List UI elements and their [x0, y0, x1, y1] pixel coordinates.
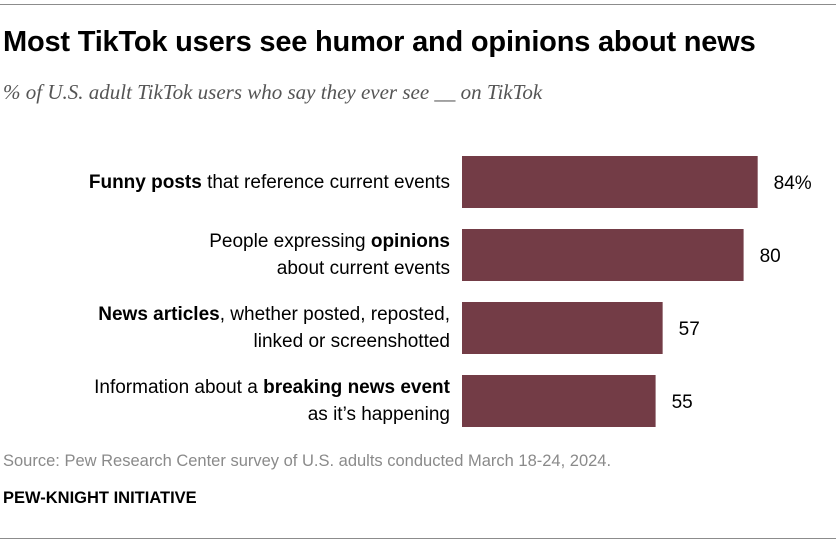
label-emphasis: News articles [98, 304, 220, 325]
bar-value-label: 55 [672, 392, 693, 413]
category-label-line: as it’s happening [94, 401, 450, 428]
credit-line: PEW-KNIGHT INITIATIVE [3, 489, 197, 507]
category-label-line: People expressing opinions [209, 228, 450, 255]
label-text: about current events [276, 258, 450, 279]
label-text: , whether posted, reposted, [219, 304, 450, 325]
label-emphasis: breaking news event [263, 377, 450, 398]
bar-value-label: 57 [679, 319, 700, 340]
bottom-rule [0, 538, 836, 539]
bar-value-label: 84% [774, 173, 812, 194]
category-label-line: News articles, whether posted, reposted, [98, 301, 450, 328]
category-label-line: Funny posts that reference current event… [89, 169, 450, 196]
chart-title: Most TikTok users see humor and opinions… [3, 26, 756, 58]
label-emphasis: Funny posts [88, 171, 202, 193]
source-note: Source: Pew Research Center survey of U.… [3, 452, 612, 470]
category-label: People expressing opinions about current … [209, 228, 450, 282]
chart-subtitle: % of U.S. adult TikTok users who say the… [3, 80, 543, 104]
label-text: that reference current events [201, 171, 450, 193]
category-label-line: Information about a breaking news event [94, 374, 450, 401]
bar-value-label: 80 [760, 246, 781, 267]
bar [462, 302, 663, 354]
bar [462, 156, 758, 208]
label-text: as it’s happening [307, 404, 450, 425]
category-label: Information about a breaking news event a… [94, 374, 450, 428]
label-text: linked or screenshotted [253, 331, 450, 352]
category-label-line: linked or screenshotted [98, 328, 450, 355]
bar [462, 375, 656, 427]
category-label-line: about current events [209, 255, 450, 282]
label-text: Information about a [94, 377, 264, 398]
bar [462, 229, 744, 281]
category-label: Funny posts that reference current event… [89, 169, 450, 196]
top-rule [0, 4, 836, 5]
label-text: People expressing [209, 231, 371, 252]
category-label: News articles, whether posted, reposted,… [98, 301, 450, 355]
label-emphasis: opinions [370, 231, 450, 252]
